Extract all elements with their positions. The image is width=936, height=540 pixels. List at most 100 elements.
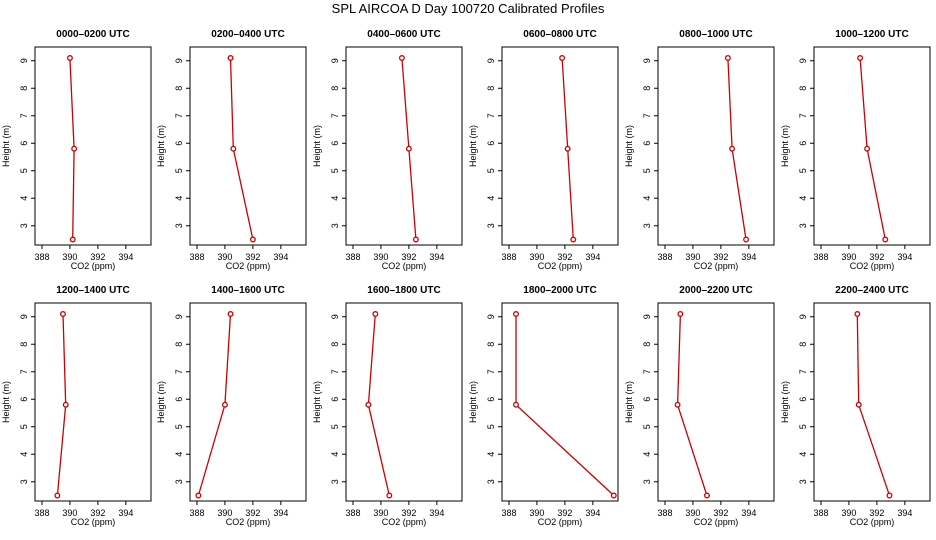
x-axis-label: CO2 (ppm) <box>71 517 116 527</box>
data-point <box>513 401 519 408</box>
plot-frame <box>501 302 619 502</box>
y-tick-label: 8 <box>798 342 808 347</box>
y-axis-label: Height (m) <box>780 381 790 423</box>
plot-frame <box>345 46 463 246</box>
profile-line <box>859 57 886 240</box>
y-tick-label: 6 <box>174 397 184 402</box>
data-point <box>857 55 864 61</box>
x-tick-label: 392 <box>245 252 260 262</box>
y-tick-label: 5 <box>174 168 184 173</box>
y-tick-label: 7 <box>798 113 808 118</box>
x-tick-label: 392 <box>557 508 572 518</box>
data-point <box>71 145 78 152</box>
y-tick-label: 3 <box>642 479 652 484</box>
y-tick-label: 8 <box>642 86 652 91</box>
data-point <box>564 145 571 152</box>
y-tick-label: 7 <box>798 369 808 374</box>
y-tick-label: 7 <box>642 369 652 374</box>
y-axis-label: Height (m) <box>1 381 11 423</box>
profile-line <box>856 313 891 496</box>
y-tick-label: 9 <box>486 58 496 63</box>
profile-chart: 0600–0800 UTC 388 390 392 394 3 4 5 6 7 8 9 CO2 (ppm… <box>468 29 619 271</box>
y-tick-label: 6 <box>19 141 29 146</box>
y-tick-label: 5 <box>486 168 496 173</box>
y-tick-label: 7 <box>174 369 184 374</box>
x-tick-label: 388 <box>657 508 672 518</box>
y-tick-label: 9 <box>798 58 808 63</box>
y-tick-label: 4 <box>642 196 652 201</box>
y-tick-label: 5 <box>19 168 29 173</box>
y-tick-label: 9 <box>19 314 29 319</box>
x-axis-label: CO2 (ppm) <box>382 517 427 527</box>
x-tick-label: 394 <box>741 252 756 262</box>
profile-chart: 1800–2000 UTC 388 390 392 394 3 4 5 6 7 8 9 CO2 (ppm… <box>468 285 619 527</box>
data-point <box>386 492 393 499</box>
x-tick-label: 394 <box>897 508 912 518</box>
chart-title: 1400–1600 UTC <box>211 285 284 296</box>
x-tick-label: 388 <box>34 508 49 518</box>
y-tick-label: 8 <box>486 86 496 91</box>
data-point <box>855 401 862 408</box>
chart-title: 0800–1000 UTC <box>679 29 752 40</box>
x-tick-label: 392 <box>869 508 884 518</box>
plot-frame <box>189 302 307 502</box>
profile-chart: 0200–0400 UTC 388 390 392 394 3 4 5 6 7 8 9 CO2 (ppm… <box>156 29 307 271</box>
y-tick-label: 7 <box>174 113 184 118</box>
y-tick-label: 8 <box>174 342 184 347</box>
y-tick-label: 9 <box>330 58 340 63</box>
y-tick-label: 6 <box>174 141 184 146</box>
y-tick-label: 3 <box>174 479 184 484</box>
plot-frame <box>813 302 931 502</box>
y-tick-label: 6 <box>798 141 808 146</box>
y-tick-label: 6 <box>642 397 652 402</box>
y-tick-label: 4 <box>798 452 808 457</box>
y-tick-label: 7 <box>19 369 29 374</box>
y-tick-label: 9 <box>174 58 184 63</box>
plot-frame <box>189 46 307 246</box>
x-tick-label: 394 <box>585 508 600 518</box>
data-point <box>703 492 710 499</box>
y-tick-label: 6 <box>486 141 496 146</box>
data-point <box>570 236 577 243</box>
x-tick-label: 392 <box>245 508 260 518</box>
y-axis-label: Height (m) <box>1 125 11 167</box>
y-tick-label: 7 <box>330 113 340 118</box>
x-tick-label: 388 <box>657 252 672 262</box>
data-point <box>743 236 749 243</box>
y-tick-label: 3 <box>798 479 808 484</box>
y-tick-label: 4 <box>19 196 29 201</box>
y-tick-label: 7 <box>642 113 652 118</box>
profile-line <box>515 314 615 496</box>
data-point <box>886 492 893 499</box>
y-tick-label: 6 <box>798 397 808 402</box>
plot-frame <box>501 46 619 246</box>
y-tick-label: 3 <box>486 479 496 484</box>
plot-frame <box>657 46 775 246</box>
profile-line <box>367 313 390 496</box>
x-tick-label: 388 <box>813 252 828 262</box>
y-axis-label: Height (m) <box>156 381 166 423</box>
x-tick-label: 388 <box>189 252 204 262</box>
y-tick-label: 4 <box>642 452 652 457</box>
x-tick-label: 388 <box>345 508 360 518</box>
x-tick-label: 390 <box>373 252 388 262</box>
y-tick-label: 9 <box>330 314 340 319</box>
y-tick-label: 9 <box>798 314 808 319</box>
y-tick-label: 5 <box>486 424 496 429</box>
x-tick-label: 394 <box>273 508 288 518</box>
y-tick-label: 8 <box>19 86 29 91</box>
data-point <box>227 311 234 317</box>
data-point <box>398 55 405 61</box>
y-tick-label: 3 <box>330 223 340 228</box>
x-tick-label: 390 <box>841 252 856 262</box>
x-tick-label: 394 <box>897 252 912 262</box>
x-axis-label: CO2 (ppm) <box>538 261 583 271</box>
plot-frame <box>34 46 152 246</box>
y-tick-label: 3 <box>642 223 652 228</box>
profile-chart: 1400–1600 UTC 388 390 392 394 3 4 5 6 7 8 9 CO2 (ppm… <box>156 285 307 527</box>
y-tick-label: 9 <box>642 58 652 63</box>
y-tick-label: 9 <box>486 314 496 319</box>
x-axis-label: CO2 (ppm) <box>850 261 895 271</box>
x-axis-label: CO2 (ppm) <box>71 261 116 271</box>
chart-title: 1000–1200 UTC <box>835 29 908 40</box>
